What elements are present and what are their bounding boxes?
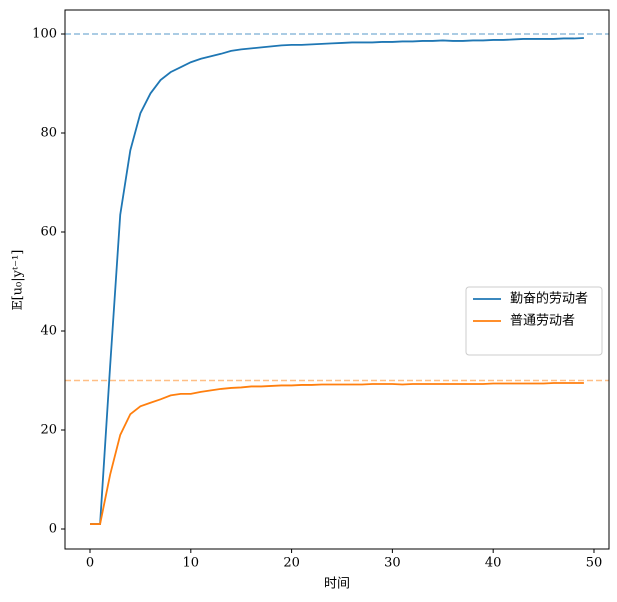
x-tick-label: 40 — [485, 556, 502, 571]
legend-label: 勤奋的劳动者 — [510, 291, 588, 307]
legend-label: 普通劳动者 — [510, 313, 575, 329]
y-tick-label: 0 — [49, 522, 57, 537]
y-tick-label: 60 — [40, 225, 57, 240]
y-tick-label: 80 — [40, 126, 57, 141]
y-axis-label: 𝔼[u₀|yᵗ⁻¹] — [11, 250, 26, 311]
y-tick-label: 20 — [40, 423, 57, 438]
x-tick-label: 50 — [586, 556, 603, 571]
legend-box — [465, 286, 603, 356]
series-line — [89, 37, 584, 525]
y-tick-label: 40 — [40, 324, 57, 339]
x-tick-label: 20 — [283, 556, 300, 571]
x-tick-label: 10 — [183, 556, 200, 571]
y-tick-label: 100 — [32, 27, 57, 42]
x-tick-label: 0 — [86, 556, 94, 571]
x-tick-label: 30 — [384, 556, 401, 571]
plot-frame — [64, 9, 610, 550]
x-axis-label: 时间 — [324, 577, 350, 592]
series-line — [89, 382, 584, 525]
